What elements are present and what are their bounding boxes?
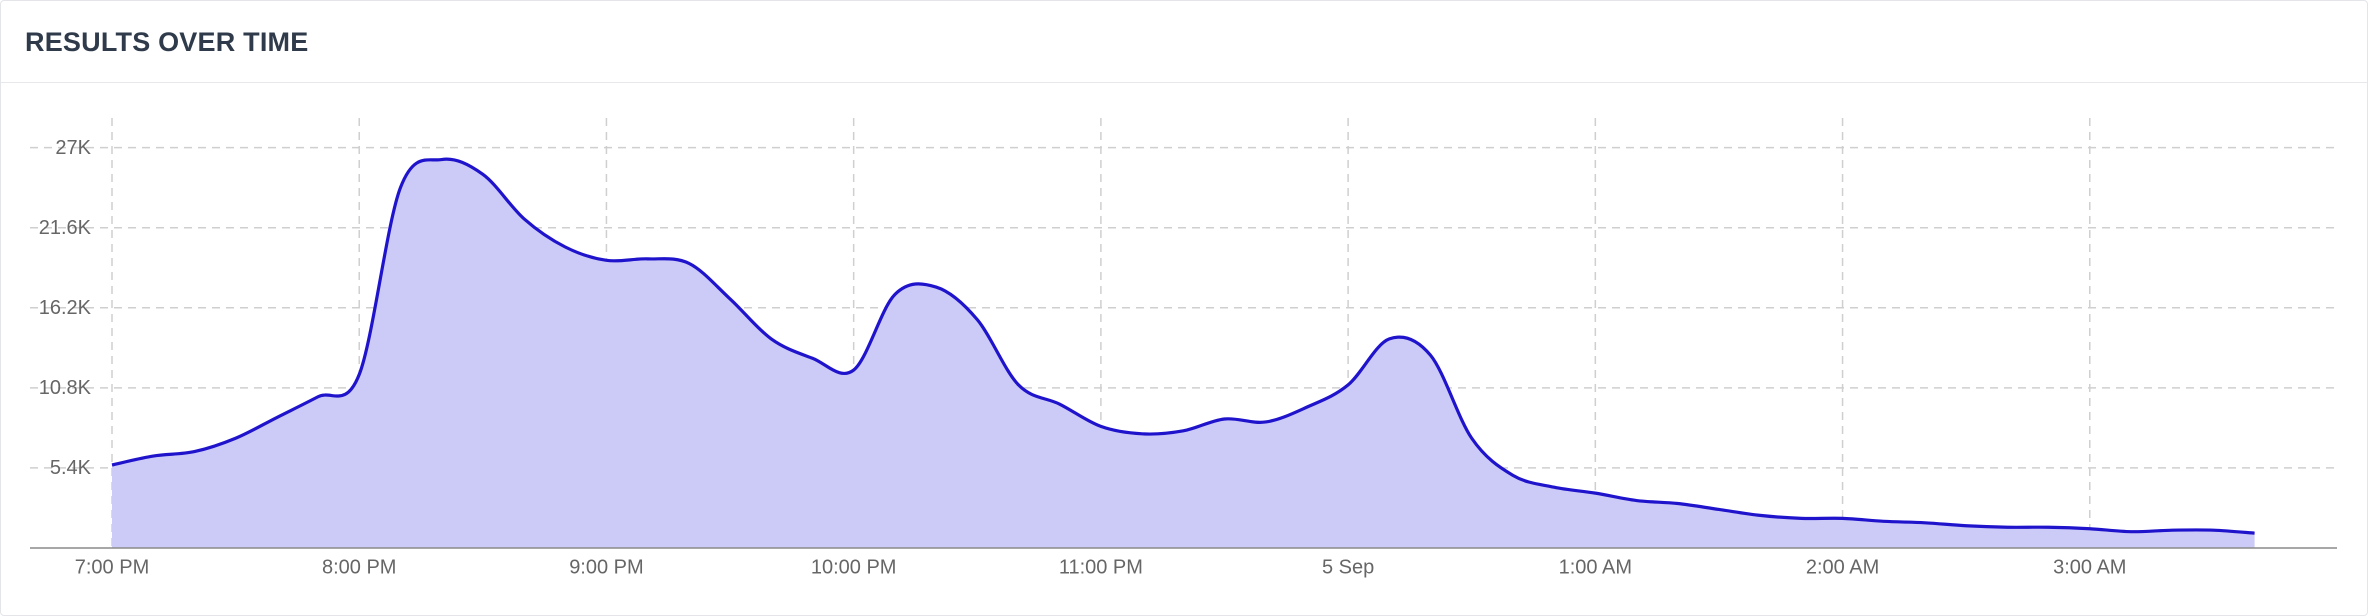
x-tick-label: 11:00 PM [1059, 556, 1143, 578]
x-tick-label: 7:00 PM [75, 556, 149, 578]
header-divider [1, 82, 2367, 83]
y-tick-label: 27K [55, 137, 91, 159]
y-tick-label: 10.8K [39, 377, 92, 399]
x-tick-label: 8:00 PM [322, 556, 396, 578]
area-line [111, 157, 2255, 535]
x-tick-label: 2:00 AM [1806, 556, 1879, 578]
x-tick-label: 5 Sep [1322, 556, 1374, 578]
x-tick-label: 9:00 PM [569, 556, 643, 578]
x-tick-label: 10:00 PM [811, 556, 897, 578]
area-fill [112, 159, 2255, 548]
x-tick-label: 3:00 AM [2053, 556, 2126, 578]
y-tick-label: 16.2K [39, 297, 92, 319]
y-tick-label: 21.6K [39, 217, 92, 239]
x-tick-label: 1:00 AM [1559, 556, 1632, 578]
card-title: RESULTS OVER TIME [25, 27, 309, 57]
y-tick-label: 5.4K [50, 457, 92, 479]
